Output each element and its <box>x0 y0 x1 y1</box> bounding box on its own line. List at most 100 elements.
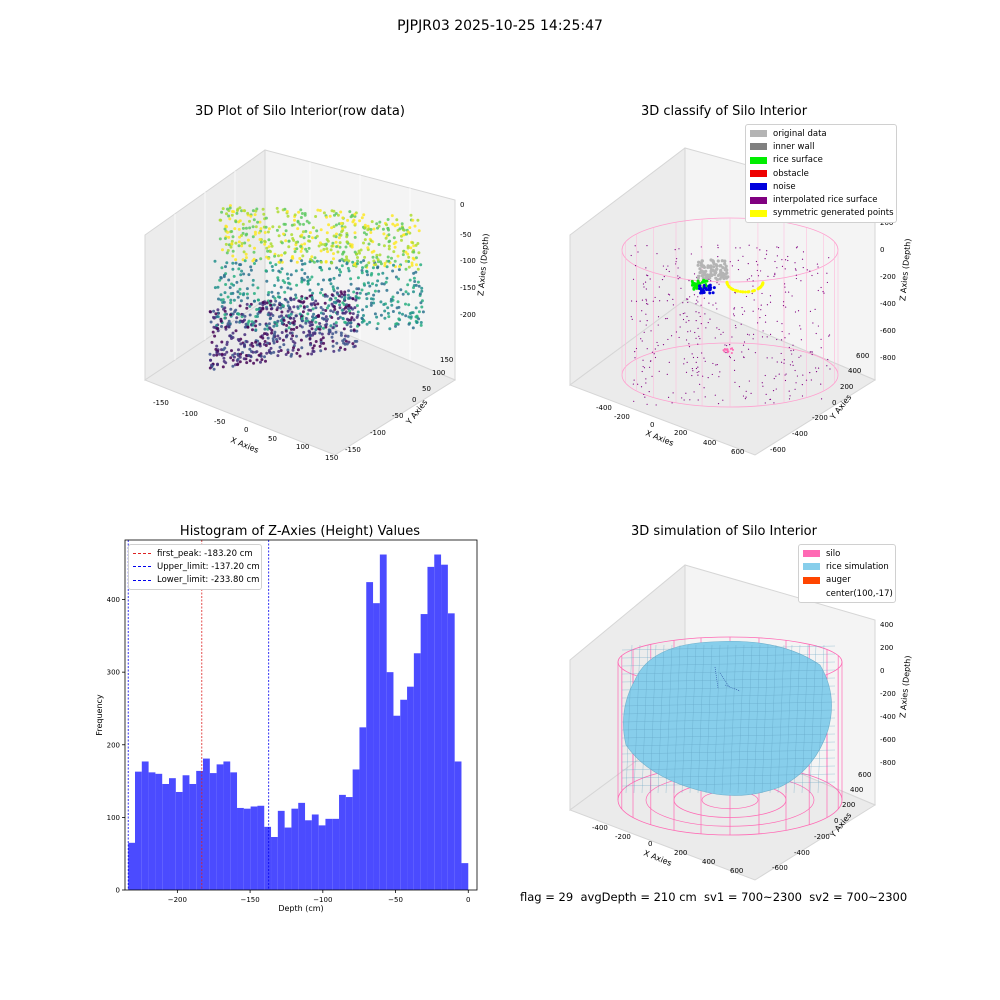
classify-x-label: X Axies <box>644 429 675 448</box>
histogram-bar <box>325 818 333 890</box>
histogram-y-tick-label: 300 <box>107 669 120 677</box>
histogram-legend-swatch <box>133 553 151 555</box>
raw-z-label: Z Axies (Depth) <box>476 233 490 296</box>
histogram-bar <box>298 802 306 890</box>
simulation-plot-title: 3D simulation of Silo Interior <box>631 524 817 539</box>
classify-plot-title: 3D classify of Silo Interior <box>640 104 808 119</box>
simulation-legend-label: silo <box>826 548 841 559</box>
raw-x-tick: 0 <box>244 426 248 434</box>
classify-legend-entry: obstacle <box>746 167 896 180</box>
simulation-z-tick: 200 <box>880 644 893 652</box>
simulation-x-tick: 200 <box>674 849 687 857</box>
classify-z-tick: -200 <box>880 273 896 281</box>
histogram-bar <box>141 761 149 890</box>
histogram-bar <box>243 808 251 890</box>
histogram-y-tick-label: 200 <box>107 741 120 749</box>
classify-legend-entry: inner wall <box>746 140 896 153</box>
raw-x-label: X Axies <box>229 436 260 455</box>
histogram-bar <box>332 818 340 890</box>
simulation-legend-entry: center(100,-17) <box>799 587 895 600</box>
raw-x-tick: 50 <box>268 435 277 443</box>
classify-legend-label: obstacle <box>773 168 809 179</box>
simulation-legend-entry: rice simulation <box>799 560 895 573</box>
simulation-legend-swatch <box>803 576 820 584</box>
histogram-bar <box>203 758 210 890</box>
classify-legend-swatch <box>750 183 767 191</box>
histogram-bar <box>237 807 244 890</box>
simulation-legend-label: rice simulation <box>826 561 889 572</box>
classify-legend-entry: rice surface <box>746 154 896 167</box>
histogram-bar <box>318 825 326 890</box>
histogram-bar <box>345 797 353 890</box>
classify-legend-swatch <box>750 170 767 178</box>
raw-y-tick: -100 <box>370 429 386 437</box>
raw-x-tick: -150 <box>153 399 169 407</box>
classify-x-tick: 0 <box>650 421 654 429</box>
simulation-x-tick: 0 <box>648 840 652 848</box>
histogram-bar <box>257 805 265 890</box>
raw-x-tick: 150 <box>325 454 338 460</box>
simulation-z-tick: -600 <box>880 736 896 744</box>
classify-legend: original data inner wall rice surface obsta… <box>745 124 897 224</box>
histogram-bar <box>230 772 238 890</box>
classify-point-cloud <box>630 244 831 406</box>
histogram-bar <box>264 826 272 890</box>
histogram-bar <box>169 778 176 890</box>
classify-legend-label: rice surface <box>773 155 823 166</box>
classify-legend-label: interpolated rice surface <box>773 195 878 206</box>
histogram-bar <box>311 814 319 890</box>
raw-z-tick: -150 <box>460 284 476 292</box>
classify-legend-entry: original data <box>746 127 896 140</box>
classify-legend-swatch <box>750 209 767 217</box>
histogram-bar <box>135 771 142 890</box>
simulation-z-tick: 400 <box>880 621 893 629</box>
simulation-legend: silo rice simulation auger center(100,-17) <box>798 544 896 604</box>
classify-y-tick: 400 <box>848 367 861 375</box>
classify-floor <box>568 299 877 456</box>
histogram-legend-swatch <box>133 566 151 568</box>
classify-legend-label: inner wall <box>773 141 815 152</box>
histogram-x-tick-label: −100 <box>313 896 332 904</box>
histogram-bar <box>413 653 421 890</box>
classify-legend-entry: symmetric generated points <box>746 207 896 220</box>
histogram-bar <box>182 775 190 890</box>
raw-z-tick: -50 <box>460 231 471 239</box>
histogram-y-tick-label: 0 <box>116 887 120 895</box>
histogram-bar <box>291 808 299 890</box>
classify-z-tick: -800 <box>880 354 896 362</box>
raw-z-tick: -200 <box>460 311 476 319</box>
histogram-bar <box>352 769 360 890</box>
simulation-y-tick: -600 <box>772 864 788 872</box>
classify-x-tick: -200 <box>614 413 630 421</box>
histogram-x-tick-label: 0 <box>466 896 470 904</box>
status-line: flag = 29 avgDepth = 210 cm sv1 = 700~23… <box>520 890 908 904</box>
histogram-legend-label: Upper_limit: -137.20 cm <box>157 561 260 572</box>
histogram-y-tick-label: 400 <box>107 596 120 604</box>
raw-plot-title: 3D Plot of Silo Interior(row data) <box>195 104 405 119</box>
raw-x-tick: -50 <box>214 418 225 426</box>
histogram-bar <box>271 836 278 890</box>
simulation-x-tick: -200 <box>615 833 631 841</box>
classify-legend-label: noise <box>773 181 796 192</box>
simulation-auger-marker <box>714 666 741 692</box>
simulation-y-tick: -200 <box>814 833 830 841</box>
simulation-y-tick: 400 <box>850 786 863 794</box>
histogram-bar <box>427 566 435 890</box>
raw-y-tick: 100 <box>432 369 445 377</box>
histogram-bar <box>189 783 197 890</box>
classify-y-tick: -600 <box>770 446 786 454</box>
simulation-y-tick: 200 <box>842 801 855 809</box>
histogram-bar <box>216 764 224 890</box>
simulation-legend-swatch <box>803 590 820 598</box>
histogram-bar <box>393 715 401 890</box>
classify-y-tick: -200 <box>812 414 828 422</box>
simulation-legend-entry: silo <box>799 547 895 560</box>
raw-scatter-cloud <box>208 204 425 371</box>
histogram-bar <box>209 773 217 890</box>
histogram-bar <box>305 820 312 890</box>
histogram-title: Histogram of Z-Axies (Height) Values <box>179 524 421 539</box>
classify-y-tick: 600 <box>856 352 869 360</box>
classify-legend-swatch <box>750 143 767 151</box>
raw-y-tick: -150 <box>345 446 361 454</box>
histogram-bar <box>366 582 374 890</box>
